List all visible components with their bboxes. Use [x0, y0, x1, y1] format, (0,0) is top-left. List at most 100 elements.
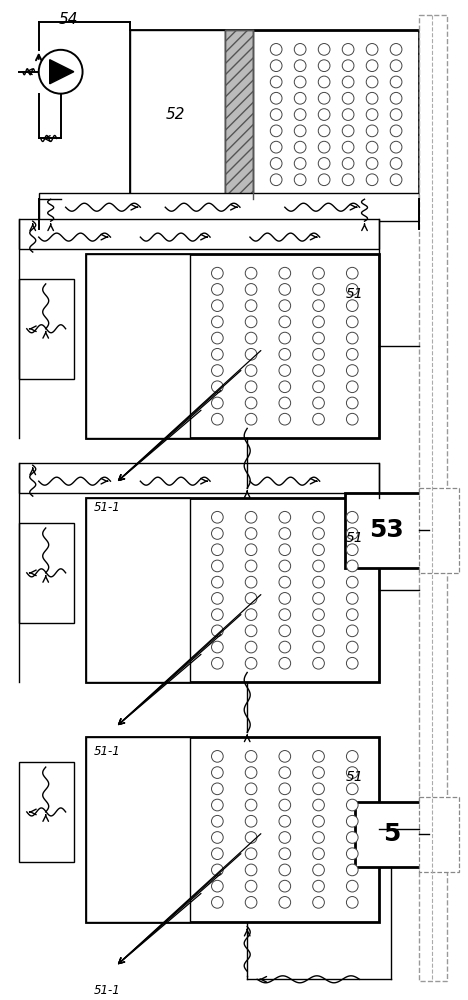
Circle shape — [318, 44, 330, 55]
Circle shape — [346, 897, 358, 908]
Circle shape — [245, 528, 257, 539]
Circle shape — [294, 109, 306, 120]
Circle shape — [245, 413, 257, 425]
Circle shape — [346, 576, 358, 588]
Circle shape — [366, 109, 378, 120]
Circle shape — [245, 560, 257, 572]
Circle shape — [271, 125, 282, 137]
Circle shape — [318, 125, 330, 137]
Circle shape — [212, 751, 223, 762]
Circle shape — [342, 92, 354, 104]
Circle shape — [318, 92, 330, 104]
Circle shape — [390, 141, 402, 153]
Circle shape — [346, 751, 358, 762]
Circle shape — [346, 300, 358, 311]
Circle shape — [279, 300, 291, 311]
Circle shape — [346, 332, 358, 344]
Circle shape — [212, 381, 223, 393]
Circle shape — [279, 544, 291, 556]
Circle shape — [346, 848, 358, 860]
Circle shape — [366, 125, 378, 137]
Circle shape — [313, 897, 324, 908]
Circle shape — [279, 397, 291, 409]
Circle shape — [366, 174, 378, 186]
Text: 51: 51 — [346, 287, 364, 301]
Circle shape — [245, 365, 257, 376]
Circle shape — [271, 60, 282, 72]
Text: 51: 51 — [346, 770, 364, 784]
Circle shape — [313, 316, 324, 328]
Bar — [19, 463, 380, 493]
Bar — [86, 737, 380, 922]
Circle shape — [346, 657, 358, 669]
Circle shape — [245, 267, 257, 279]
Bar — [86, 498, 190, 682]
Circle shape — [245, 593, 257, 604]
Circle shape — [245, 332, 257, 344]
Bar — [86, 737, 190, 922]
Circle shape — [346, 413, 358, 425]
Bar — [344, 493, 429, 568]
Circle shape — [318, 141, 330, 153]
Circle shape — [390, 92, 402, 104]
Circle shape — [318, 174, 330, 186]
Circle shape — [212, 880, 223, 892]
Circle shape — [212, 348, 223, 360]
Circle shape — [212, 864, 223, 876]
Circle shape — [212, 848, 223, 860]
Circle shape — [313, 815, 324, 827]
Circle shape — [346, 864, 358, 876]
Circle shape — [390, 174, 402, 186]
Circle shape — [245, 657, 257, 669]
Circle shape — [212, 799, 223, 811]
Bar — [86, 254, 380, 438]
Text: 51-1: 51-1 — [94, 501, 121, 514]
Polygon shape — [50, 60, 74, 84]
Circle shape — [313, 625, 324, 637]
Circle shape — [212, 544, 223, 556]
Circle shape — [279, 832, 291, 843]
Circle shape — [346, 511, 358, 523]
Circle shape — [313, 864, 324, 876]
Circle shape — [313, 284, 324, 295]
Circle shape — [294, 174, 306, 186]
Circle shape — [245, 381, 257, 393]
Circle shape — [342, 76, 354, 88]
Circle shape — [212, 267, 223, 279]
Circle shape — [313, 544, 324, 556]
Bar — [225, 30, 253, 199]
Circle shape — [346, 593, 358, 604]
Circle shape — [346, 284, 358, 295]
Circle shape — [212, 815, 223, 827]
Circle shape — [212, 365, 223, 376]
Circle shape — [212, 767, 223, 778]
Circle shape — [279, 783, 291, 795]
Circle shape — [212, 560, 223, 572]
Circle shape — [366, 60, 378, 72]
Circle shape — [313, 832, 324, 843]
Circle shape — [346, 560, 358, 572]
Circle shape — [271, 44, 282, 55]
Circle shape — [390, 44, 402, 55]
Circle shape — [212, 511, 223, 523]
Circle shape — [279, 641, 291, 653]
Circle shape — [245, 348, 257, 360]
Circle shape — [342, 141, 354, 153]
Circle shape — [313, 593, 324, 604]
Circle shape — [279, 864, 291, 876]
Circle shape — [212, 332, 223, 344]
Circle shape — [313, 397, 324, 409]
Circle shape — [313, 300, 324, 311]
Circle shape — [279, 576, 291, 588]
Circle shape — [346, 544, 358, 556]
Circle shape — [313, 880, 324, 892]
Circle shape — [313, 332, 324, 344]
Circle shape — [346, 397, 358, 409]
Circle shape — [279, 625, 291, 637]
Circle shape — [390, 60, 402, 72]
Text: 53: 53 — [370, 518, 404, 542]
Circle shape — [245, 897, 257, 908]
Circle shape — [313, 528, 324, 539]
Circle shape — [366, 158, 378, 169]
Circle shape — [318, 76, 330, 88]
